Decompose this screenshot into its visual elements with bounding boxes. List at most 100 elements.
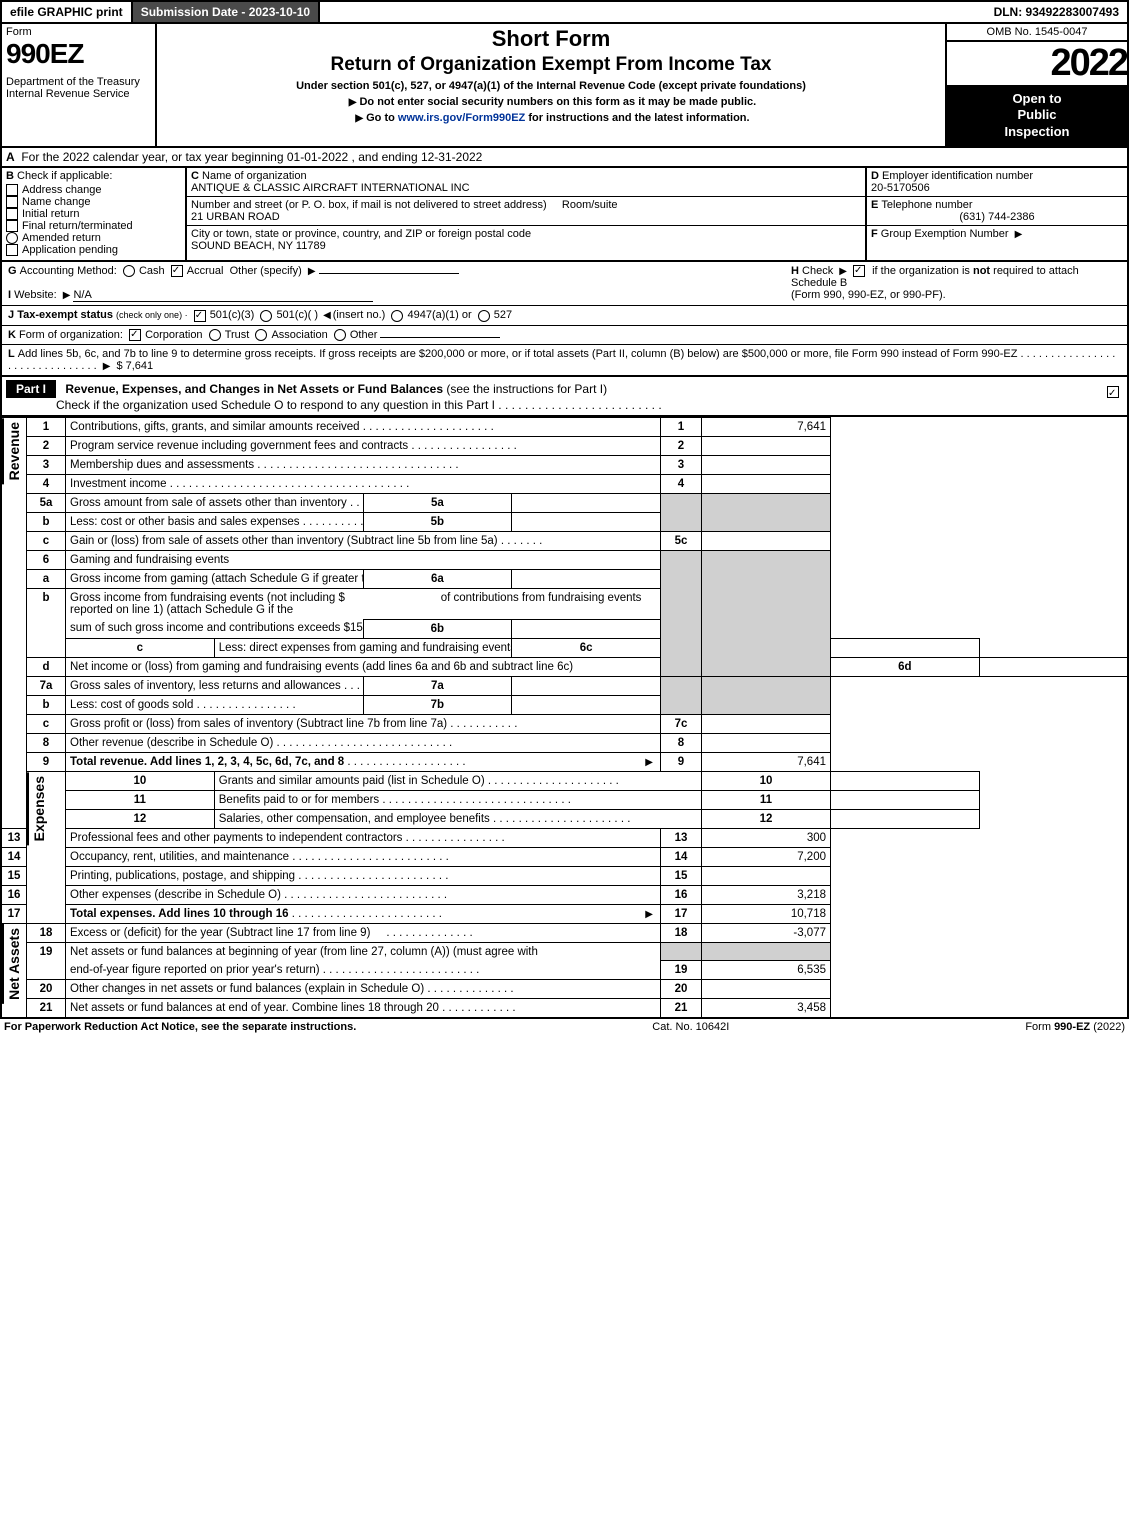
chk-schedule-o[interactable] [1107, 386, 1119, 398]
lines-g-to-l: G Accounting Method: Cash Accrual Other … [0, 262, 1129, 376]
under-section: Under section 501(c), 527, or 4947(a)(1)… [161, 80, 941, 92]
val-11 [831, 790, 980, 809]
val-5c [702, 531, 831, 550]
chk-address-change[interactable]: Address change [6, 184, 181, 196]
chk-initial-return[interactable]: Initial return [6, 208, 181, 220]
k-label: Form of organization: [19, 329, 123, 341]
l-amount: $ 7,641 [116, 360, 153, 372]
vstrip-revenue: Revenue [2, 418, 24, 484]
page-footer: For Paperwork Reduction Act Notice, see … [0, 1019, 1129, 1035]
row-14: 14Occupancy, rent, utilities, and mainte… [1, 847, 1128, 866]
spacer [320, 2, 985, 22]
irs-link[interactable]: www.irs.gov/Form990EZ [398, 112, 525, 124]
footer-cat-no: Cat. No. 10642I [652, 1021, 729, 1033]
line-l: L Add lines 5b, 6c, and 7b to line 9 to … [2, 345, 1127, 375]
row-7c: cGross profit or (loss) from sales of in… [1, 714, 1128, 733]
footer-right: Form 990-EZ (2022) [1025, 1021, 1125, 1033]
val-14: 7,200 [702, 847, 831, 866]
val-17: 10,718 [702, 904, 831, 923]
val-1: 7,641 [702, 417, 831, 436]
row-10: Expenses 10Grants and similar amounts pa… [1, 771, 1128, 790]
row-19b: end-of-year figure reported on prior yea… [1, 961, 1128, 980]
col-c: C Name of organization ANTIQUE & CLASSIC… [187, 168, 867, 261]
row-20: 20Other changes in net assets or fund ba… [1, 980, 1128, 999]
row-8: 8Other revenue (describe in Schedule O) … [1, 733, 1128, 752]
row-1: Revenue 1Contributions, gifts, grants, a… [1, 417, 1128, 436]
chk-cash[interactable] [123, 265, 135, 277]
val-19: 6,535 [702, 961, 831, 980]
val-18: -3,077 [702, 923, 831, 942]
line-j: J Tax-exempt status (check only one) · 5… [2, 306, 1127, 325]
open-to-public: Open to Public Inspection [947, 85, 1127, 146]
submission-date: Submission Date - 2023-10-10 [133, 2, 320, 22]
phone-value: (631) 744-2386 [871, 211, 1123, 223]
chk-final-return[interactable]: Final return/terminated [6, 220, 181, 232]
form-word: Form [6, 26, 151, 38]
val-10 [831, 771, 980, 790]
f-label: Group Exemption Number [881, 228, 1009, 240]
h-line2: (Form 990, 990-EZ, or 990-PF). [791, 289, 946, 301]
title: Short Form [161, 26, 941, 52]
chk-amended-return[interactable]: Amended return [6, 232, 181, 244]
efile-print-button[interactable]: efile GRAPHIC print [2, 2, 133, 22]
city-label: City or town, state or province, country… [191, 228, 531, 240]
val-21: 3,458 [702, 999, 831, 1019]
tax-year: 2022 [947, 42, 1127, 85]
line-k: K Form of organization: Corporation Trus… [2, 326, 1127, 345]
row-13: 13Professional fees and other payments t… [1, 828, 1128, 847]
val-6d [979, 657, 1128, 676]
row-3: 3Membership dues and assessments . . . .… [1, 455, 1128, 474]
row-5a: 5aGross amount from sale of assets other… [1, 493, 1128, 512]
room-suite-label: Room/suite [562, 199, 618, 211]
val-20 [702, 980, 831, 999]
goto-line: Go to www.irs.gov/Form990EZ for instruct… [161, 112, 941, 124]
chk-application-pending[interactable]: Application pending [6, 244, 181, 256]
chk-4947[interactable] [391, 310, 403, 322]
dln: DLN: 93492283007493 [986, 2, 1127, 22]
chk-corp[interactable] [129, 329, 141, 341]
chk-assoc[interactable] [255, 329, 267, 341]
b-label: Check if applicable: [17, 170, 112, 182]
chk-501c3[interactable] [194, 310, 206, 322]
chk-h[interactable] [853, 265, 865, 277]
val-4 [702, 474, 831, 493]
chk-trust[interactable] [209, 329, 221, 341]
chk-accrual[interactable] [171, 265, 183, 277]
e-label: Telephone number [881, 199, 972, 211]
label-a: A [6, 150, 15, 164]
line-a: A For the 2022 calendar year, or tax yea… [0, 148, 1129, 168]
vstrip-expenses: Expenses [27, 772, 49, 845]
form-number: 990EZ [6, 38, 151, 70]
chk-501c[interactable] [260, 310, 272, 322]
row-6: 6Gaming and fundraising events [1, 550, 1128, 569]
city-value: SOUND BEACH, NY 11789 [191, 240, 326, 252]
line-g-h: G Accounting Method: Cash Accrual Other … [2, 262, 1127, 306]
vstrip-net-assets: Net Assets [2, 924, 24, 1004]
website-value: N/A [73, 289, 373, 302]
row-15: 15Printing, publications, postage, and s… [1, 866, 1128, 885]
i-label: Website: [14, 289, 57, 301]
street-value: 21 URBAN ROAD [191, 211, 280, 223]
val-15 [702, 866, 831, 885]
col-b: B Check if applicable: Address change Na… [2, 168, 187, 261]
chk-527[interactable] [478, 310, 490, 322]
row-6c-real: cLess: direct expenses from gaming and f… [1, 638, 1128, 657]
val-2 [702, 436, 831, 455]
right-header-cell: OMB No. 1545-0047 2022 Open to Public In… [947, 24, 1127, 146]
row-7b: bLess: cost of goods sold . . . . . . . … [1, 695, 1128, 714]
row-6a: aGross income from gaming (attach Schedu… [1, 569, 1128, 588]
chk-other[interactable] [334, 329, 346, 341]
g-label: Accounting Method: [20, 265, 117, 277]
d-label: Employer identification number [882, 170, 1033, 182]
dept-treasury: Department of the Treasury [6, 76, 151, 88]
row-21: 21Net assets or fund balances at end of … [1, 999, 1128, 1019]
row-6b-2: sum of such gross income and contributio… [1, 619, 1128, 638]
row-6b-1: b Gross income from fundraising events (… [1, 588, 1128, 619]
col-def: D Employer identification number 20-5170… [867, 168, 1127, 261]
row-5c: cGain or (loss) from sale of assets othe… [1, 531, 1128, 550]
title-cell: Short Form Return of Organization Exempt… [157, 24, 947, 146]
part-i-title: Revenue, Expenses, and Changes in Net As… [65, 382, 443, 396]
part-i-label: Part I [6, 380, 56, 398]
chk-name-change[interactable]: Name change [6, 196, 181, 208]
val-8 [702, 733, 831, 752]
